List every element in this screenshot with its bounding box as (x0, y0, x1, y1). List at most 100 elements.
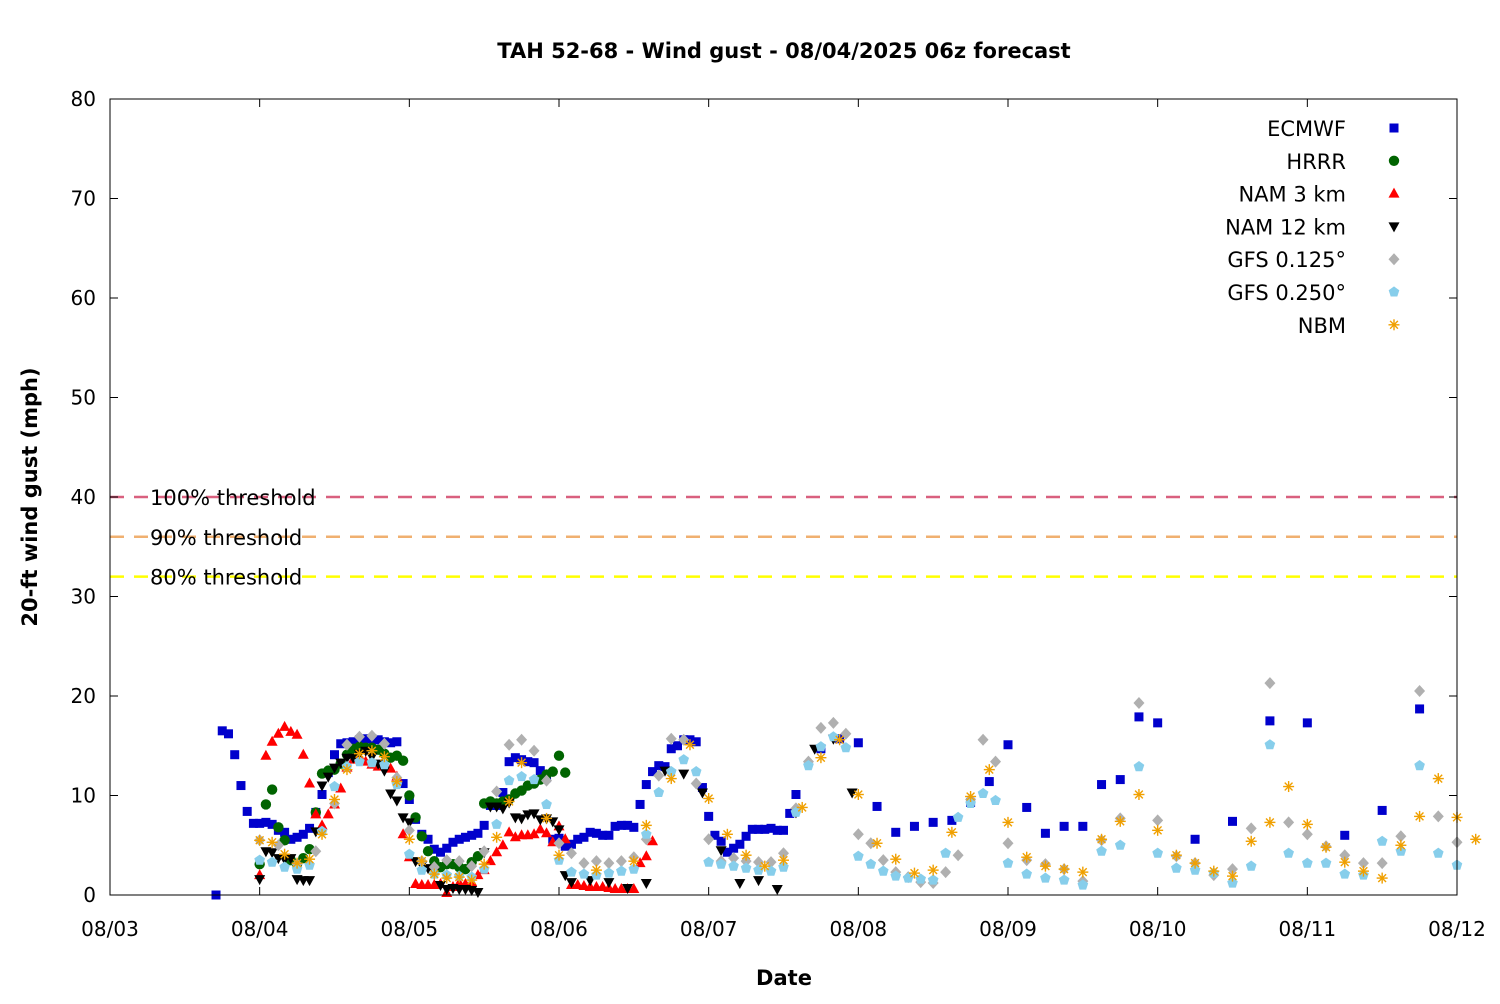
data-point (672, 741, 682, 751)
data-point (528, 828, 540, 839)
data-point (578, 868, 590, 879)
data-point (341, 764, 353, 776)
data-point (952, 849, 964, 862)
data-point (947, 815, 957, 825)
threshold-label: 100% threshold (150, 486, 316, 510)
legend-marker (1388, 286, 1400, 297)
data-point (640, 879, 652, 890)
data-point (266, 784, 278, 795)
data-point (528, 809, 540, 820)
data-point (1414, 685, 1426, 698)
data-point (785, 808, 795, 818)
data-point (1077, 866, 1089, 878)
data-point (261, 817, 271, 827)
data-point (703, 792, 715, 804)
data-point (1022, 802, 1032, 812)
data-point (691, 737, 701, 747)
data-point (1283, 847, 1294, 858)
data-point (316, 781, 328, 792)
data-point (541, 812, 553, 824)
y-tick-label: 50 (71, 386, 96, 410)
data-point (728, 860, 739, 871)
data-point (977, 733, 989, 746)
data-point (491, 818, 502, 829)
data-point (603, 857, 615, 870)
data-point (322, 808, 334, 819)
threshold-label: 80% threshold (150, 566, 302, 590)
data-point (641, 780, 651, 790)
data-point (553, 750, 565, 761)
data-point (715, 846, 727, 857)
data-point (1152, 847, 1163, 858)
data-point (255, 818, 265, 828)
data-point (902, 872, 914, 883)
data-point (305, 823, 315, 833)
data-point (1171, 862, 1182, 873)
x-tick-label: 08/07 (680, 917, 738, 941)
data-point (779, 825, 788, 835)
x-tick-label: 08/03 (81, 917, 139, 941)
data-point (722, 847, 732, 857)
data-point (1039, 860, 1051, 872)
data-point (1152, 824, 1164, 836)
data-point (341, 738, 353, 751)
data-point (1114, 815, 1126, 827)
data-point (610, 821, 620, 831)
data-point (279, 848, 291, 860)
data-point (416, 831, 428, 842)
data-point (616, 865, 627, 876)
data-point (266, 836, 278, 848)
data-point (403, 833, 415, 845)
data-point (965, 790, 977, 802)
data-point (598, 830, 608, 840)
data-point (1059, 821, 1069, 831)
data-point (1133, 761, 1145, 772)
data-point (416, 864, 428, 875)
data-point (1058, 874, 1070, 885)
data-point (703, 856, 714, 867)
legend-marker (1388, 253, 1400, 266)
data-point (615, 855, 627, 868)
data-point (754, 824, 764, 834)
data-point (940, 866, 952, 879)
data-point (678, 754, 689, 765)
legend-marker (1388, 155, 1400, 166)
data-point (279, 835, 290, 846)
data-point (236, 781, 246, 791)
data-point (1340, 830, 1350, 840)
data-point (890, 853, 902, 865)
data-point (503, 775, 515, 786)
data-point (766, 823, 776, 833)
data-point (665, 766, 677, 777)
data-point (322, 772, 334, 783)
data-point (1265, 716, 1275, 726)
data-point (878, 865, 889, 876)
data-point (1283, 816, 1295, 829)
data-point (1003, 740, 1013, 750)
data-point (641, 828, 652, 839)
data-point (547, 817, 559, 828)
data-point (710, 830, 720, 840)
y-tick-label: 70 (71, 187, 96, 211)
data-point (516, 771, 527, 782)
data-point (603, 867, 615, 878)
data-point (984, 777, 994, 787)
y-tick-label: 0 (83, 883, 96, 907)
data-point (1339, 856, 1351, 868)
legend-entry-label: GFS 0.250° (1227, 281, 1346, 305)
data-point (391, 776, 403, 788)
data-point (466, 874, 478, 886)
data-point (1414, 810, 1426, 822)
legend-marker (1389, 123, 1399, 133)
data-point (484, 855, 496, 866)
data-point (735, 839, 745, 849)
threshold-label: 90% threshold (150, 526, 302, 550)
y-tick-label: 40 (71, 485, 96, 509)
data-point (827, 716, 839, 729)
data-point (1339, 849, 1351, 862)
data-point (291, 728, 303, 739)
data-point (242, 806, 252, 816)
data-point (590, 864, 602, 876)
data-point (578, 857, 590, 870)
data-point (1320, 857, 1332, 868)
